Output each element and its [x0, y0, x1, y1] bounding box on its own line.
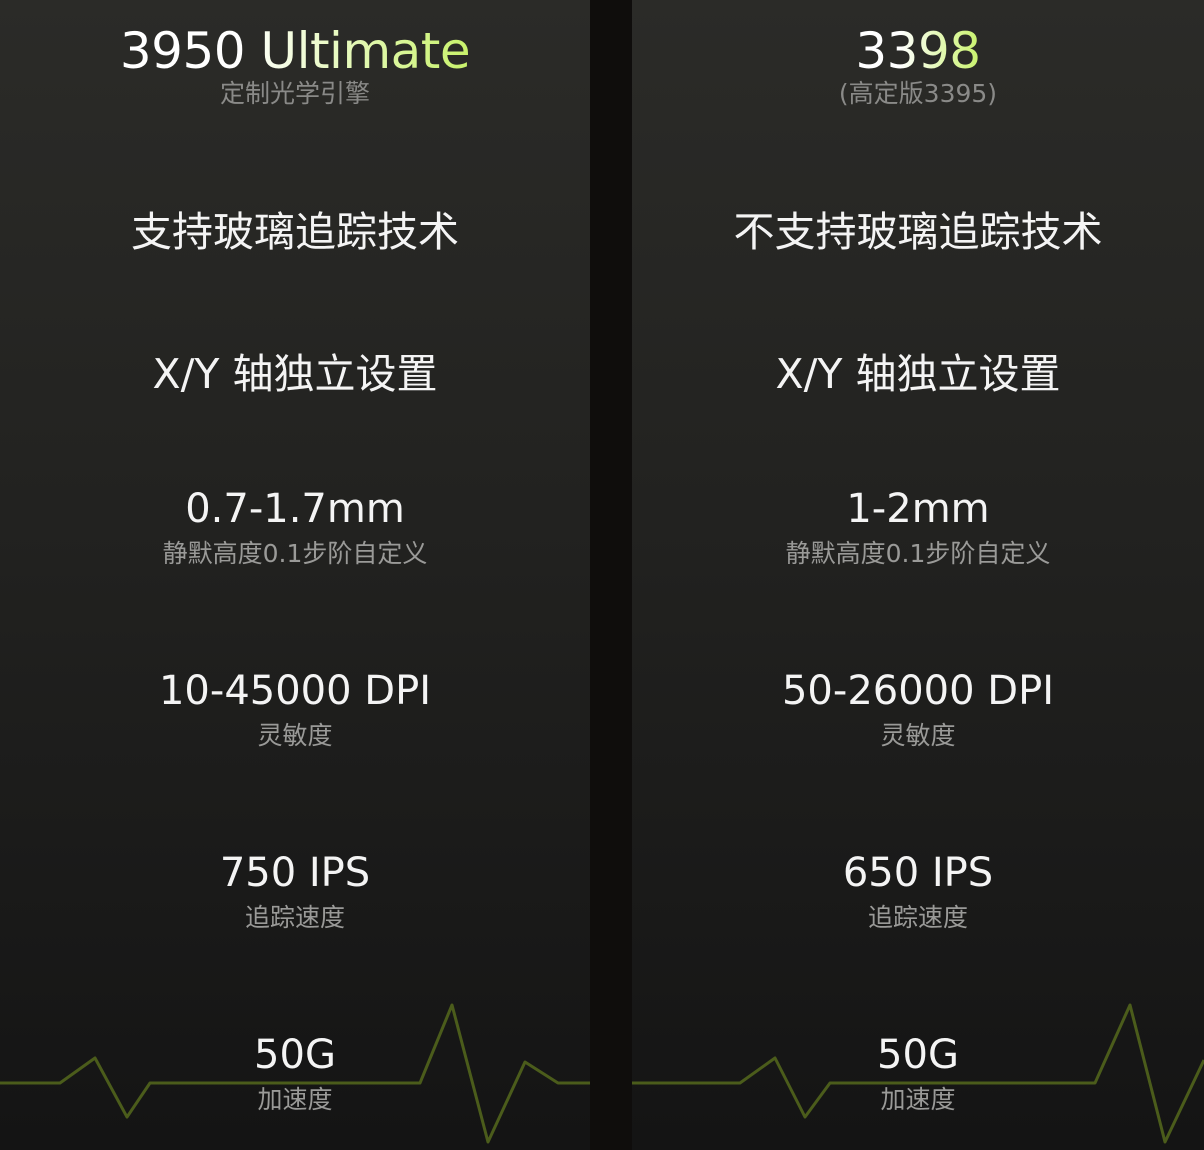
xy-independent: X/Y 轴独立设置 [775, 350, 1061, 398]
lod-value: 0.7-1.7mm [185, 486, 405, 532]
accel-spec: 50G 加速度 [0, 1032, 590, 1116]
accel-value: 50G [254, 1032, 336, 1078]
ips-value: 750 IPS [219, 850, 371, 896]
sensor-title-block: 3398 (高定版3395) [632, 22, 1204, 110]
glass-tracking: 不支持玻璃追踪技术 [733, 208, 1103, 256]
right-sensor-panel: 3398 (高定版3395) 不支持玻璃追踪技术 X/Y 轴独立设置 1-2mm… [632, 0, 1204, 1150]
dpi-spec: 50-26000 DPI 灵敏度 [632, 668, 1204, 752]
accel-label: 加速度 [257, 1085, 333, 1114]
dpi-spec: 10-45000 DPI 灵敏度 [0, 668, 590, 752]
accel-spec: 50G 加速度 [632, 1032, 1204, 1116]
lod-spec: 0.7-1.7mm 静默高度0.1步阶自定义 [0, 486, 590, 570]
ips-label: 追踪速度 [867, 903, 968, 932]
dpi-label: 灵敏度 [257, 721, 333, 750]
xy-independent: X/Y 轴独立设置 [152, 350, 438, 398]
lod-spec: 1-2mm 静默高度0.1步阶自定义 [632, 486, 1204, 570]
sensor-subtitle: (高定版3395) [838, 79, 998, 108]
glass-tracking: 支持玻璃追踪技术 [131, 208, 459, 256]
sensor-title: 3950 Ultimate [119, 22, 471, 80]
ips-value: 650 IPS [842, 850, 994, 896]
ips-label: 追踪速度 [244, 903, 345, 932]
sensor-subtitle: 定制光学引擎 [219, 79, 370, 108]
lod-label: 静默高度0.1步阶自定义 [162, 539, 428, 568]
dpi-value: 50-26000 DPI [781, 668, 1054, 714]
sensor-title-block: 3950 Ultimate 定制光学引擎 [0, 22, 590, 110]
lod-value: 1-2mm [846, 486, 990, 532]
lod-label: 静默高度0.1步阶自定义 [785, 539, 1051, 568]
ips-spec: 750 IPS 追踪速度 [0, 850, 590, 934]
accel-value: 50G [877, 1032, 959, 1078]
dpi-label: 灵敏度 [880, 721, 956, 750]
accel-label: 加速度 [880, 1085, 956, 1114]
sensor-title: 3398 [855, 22, 981, 80]
dpi-value: 10-45000 DPI [158, 668, 431, 714]
left-sensor-panel: 3950 Ultimate 定制光学引擎 支持玻璃追踪技术 X/Y 轴独立设置 … [0, 0, 590, 1150]
ips-spec: 650 IPS 追踪速度 [632, 850, 1204, 934]
